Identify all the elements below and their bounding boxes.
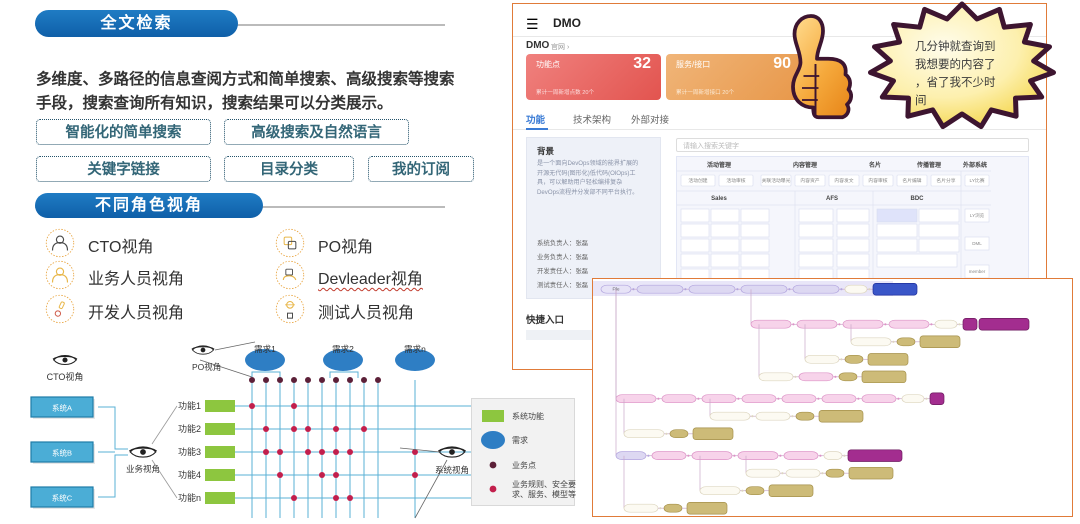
svg-text:关联活动曝光: 关联活动曝光 <box>762 177 791 184</box>
svg-text:活动创建: 活动创建 <box>688 177 707 184</box>
svg-text:DML: DML <box>972 241 982 246</box>
svg-text:活动审核: 活动审核 <box>726 177 745 184</box>
svg-text:内容审核: 内容审核 <box>868 177 887 184</box>
svg-text:名片: 名片 <box>869 161 881 169</box>
svg-text:内容管理: 内容管理 <box>793 161 817 169</box>
svg-text:名片分享: 名片分享 <box>936 177 955 184</box>
svg-text:几分钟就查询到: 几分钟就查询到 <box>915 39 996 53</box>
svg-text:名片编辑: 名片编辑 <box>902 177 921 184</box>
svg-text:member: member <box>969 269 986 274</box>
svg-text:活动管理: 活动管理 <box>707 161 731 169</box>
svg-text:传播管理: 传播管理 <box>916 161 941 169</box>
svg-text:外部系统: 外部系统 <box>962 161 987 169</box>
svg-text:内容资产: 内容资产 <box>800 177 819 184</box>
svg-text:BDC: BDC <box>911 196 925 202</box>
svg-text:LY浏览: LY浏览 <box>970 212 985 219</box>
svg-text:内容发文: 内容发文 <box>834 177 853 184</box>
svg-text:我想要的内容了: 我想要的内容了 <box>915 57 996 71</box>
svg-text:LY比赛: LY比赛 <box>969 177 984 184</box>
svg-text:AFS: AFS <box>826 196 838 202</box>
svg-text:Sales: Sales <box>711 196 727 202</box>
svg-text:间: 间 <box>915 94 927 107</box>
svg-text:，省了我不少时: ，省了我不少时 <box>915 76 996 89</box>
